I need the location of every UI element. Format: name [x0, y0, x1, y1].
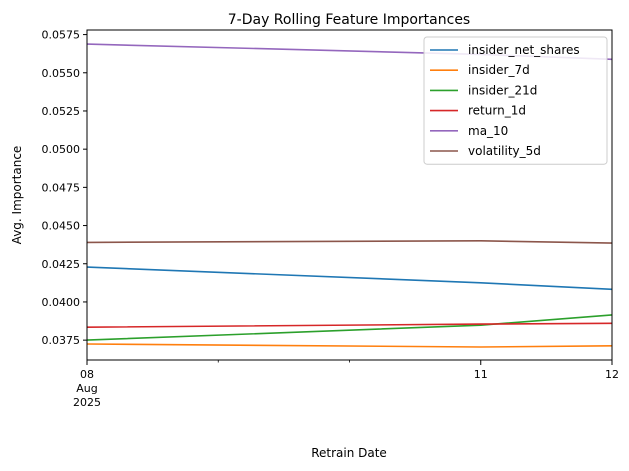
- legend-label-return_1d: return_1d: [468, 104, 526, 118]
- legend-label-ma_10: ma_10: [468, 124, 508, 138]
- x-tick-sublabel: Aug: [76, 382, 97, 395]
- y-tick-label: 0.0525: [42, 105, 81, 118]
- legend-label-insider_net_shares: insider_net_shares: [468, 43, 580, 57]
- series-line-insider_7d: [86, 343, 613, 348]
- x-tick-label: 12: [605, 368, 619, 381]
- x-tick-label: 11: [474, 368, 488, 381]
- y-tick-label: 0.0500: [42, 143, 81, 156]
- legend-label-volatility_5d: volatility_5d: [468, 144, 541, 158]
- legend-box: [423, 36, 608, 165]
- legend: insider_net_shares insider_7d insider_21dr…: [423, 36, 608, 165]
- y-axis: 0.0375 0.0400 0.0425 0.0450 0.0475 0.0500 0.05…: [42, 29, 87, 347]
- chart-title: 7-Day Rolling Feature Importances: [228, 12, 470, 28]
- legend-label-insider_7d: insider_7d: [468, 63, 530, 77]
- x-tick-sublabel: 2025: [73, 396, 101, 409]
- legend-label-insider_21d: insider_21d: [468, 83, 537, 97]
- series-line-insider_21d: [86, 314, 613, 341]
- y-tick-label: 0.0375: [42, 334, 81, 347]
- y-tick-label: 0.0550: [42, 67, 81, 80]
- series-line-insider_net_shares: [86, 266, 613, 291]
- series-line-volatility_5d: [86, 240, 613, 244]
- y-tick-label: 0.0450: [42, 220, 81, 233]
- y-tick-label: 0.0475: [42, 181, 81, 194]
- y-tick-label: 0.0575: [42, 29, 81, 42]
- x-axis-label: Retrain Date: [311, 446, 387, 460]
- series-line-return_1d: [86, 322, 613, 328]
- x-tick-label: 08: [80, 368, 94, 381]
- y-tick-label: 0.0400: [42, 296, 81, 309]
- y-axis-label: Avg. Importance: [10, 146, 24, 245]
- y-tick-label: 0.0425: [42, 258, 81, 271]
